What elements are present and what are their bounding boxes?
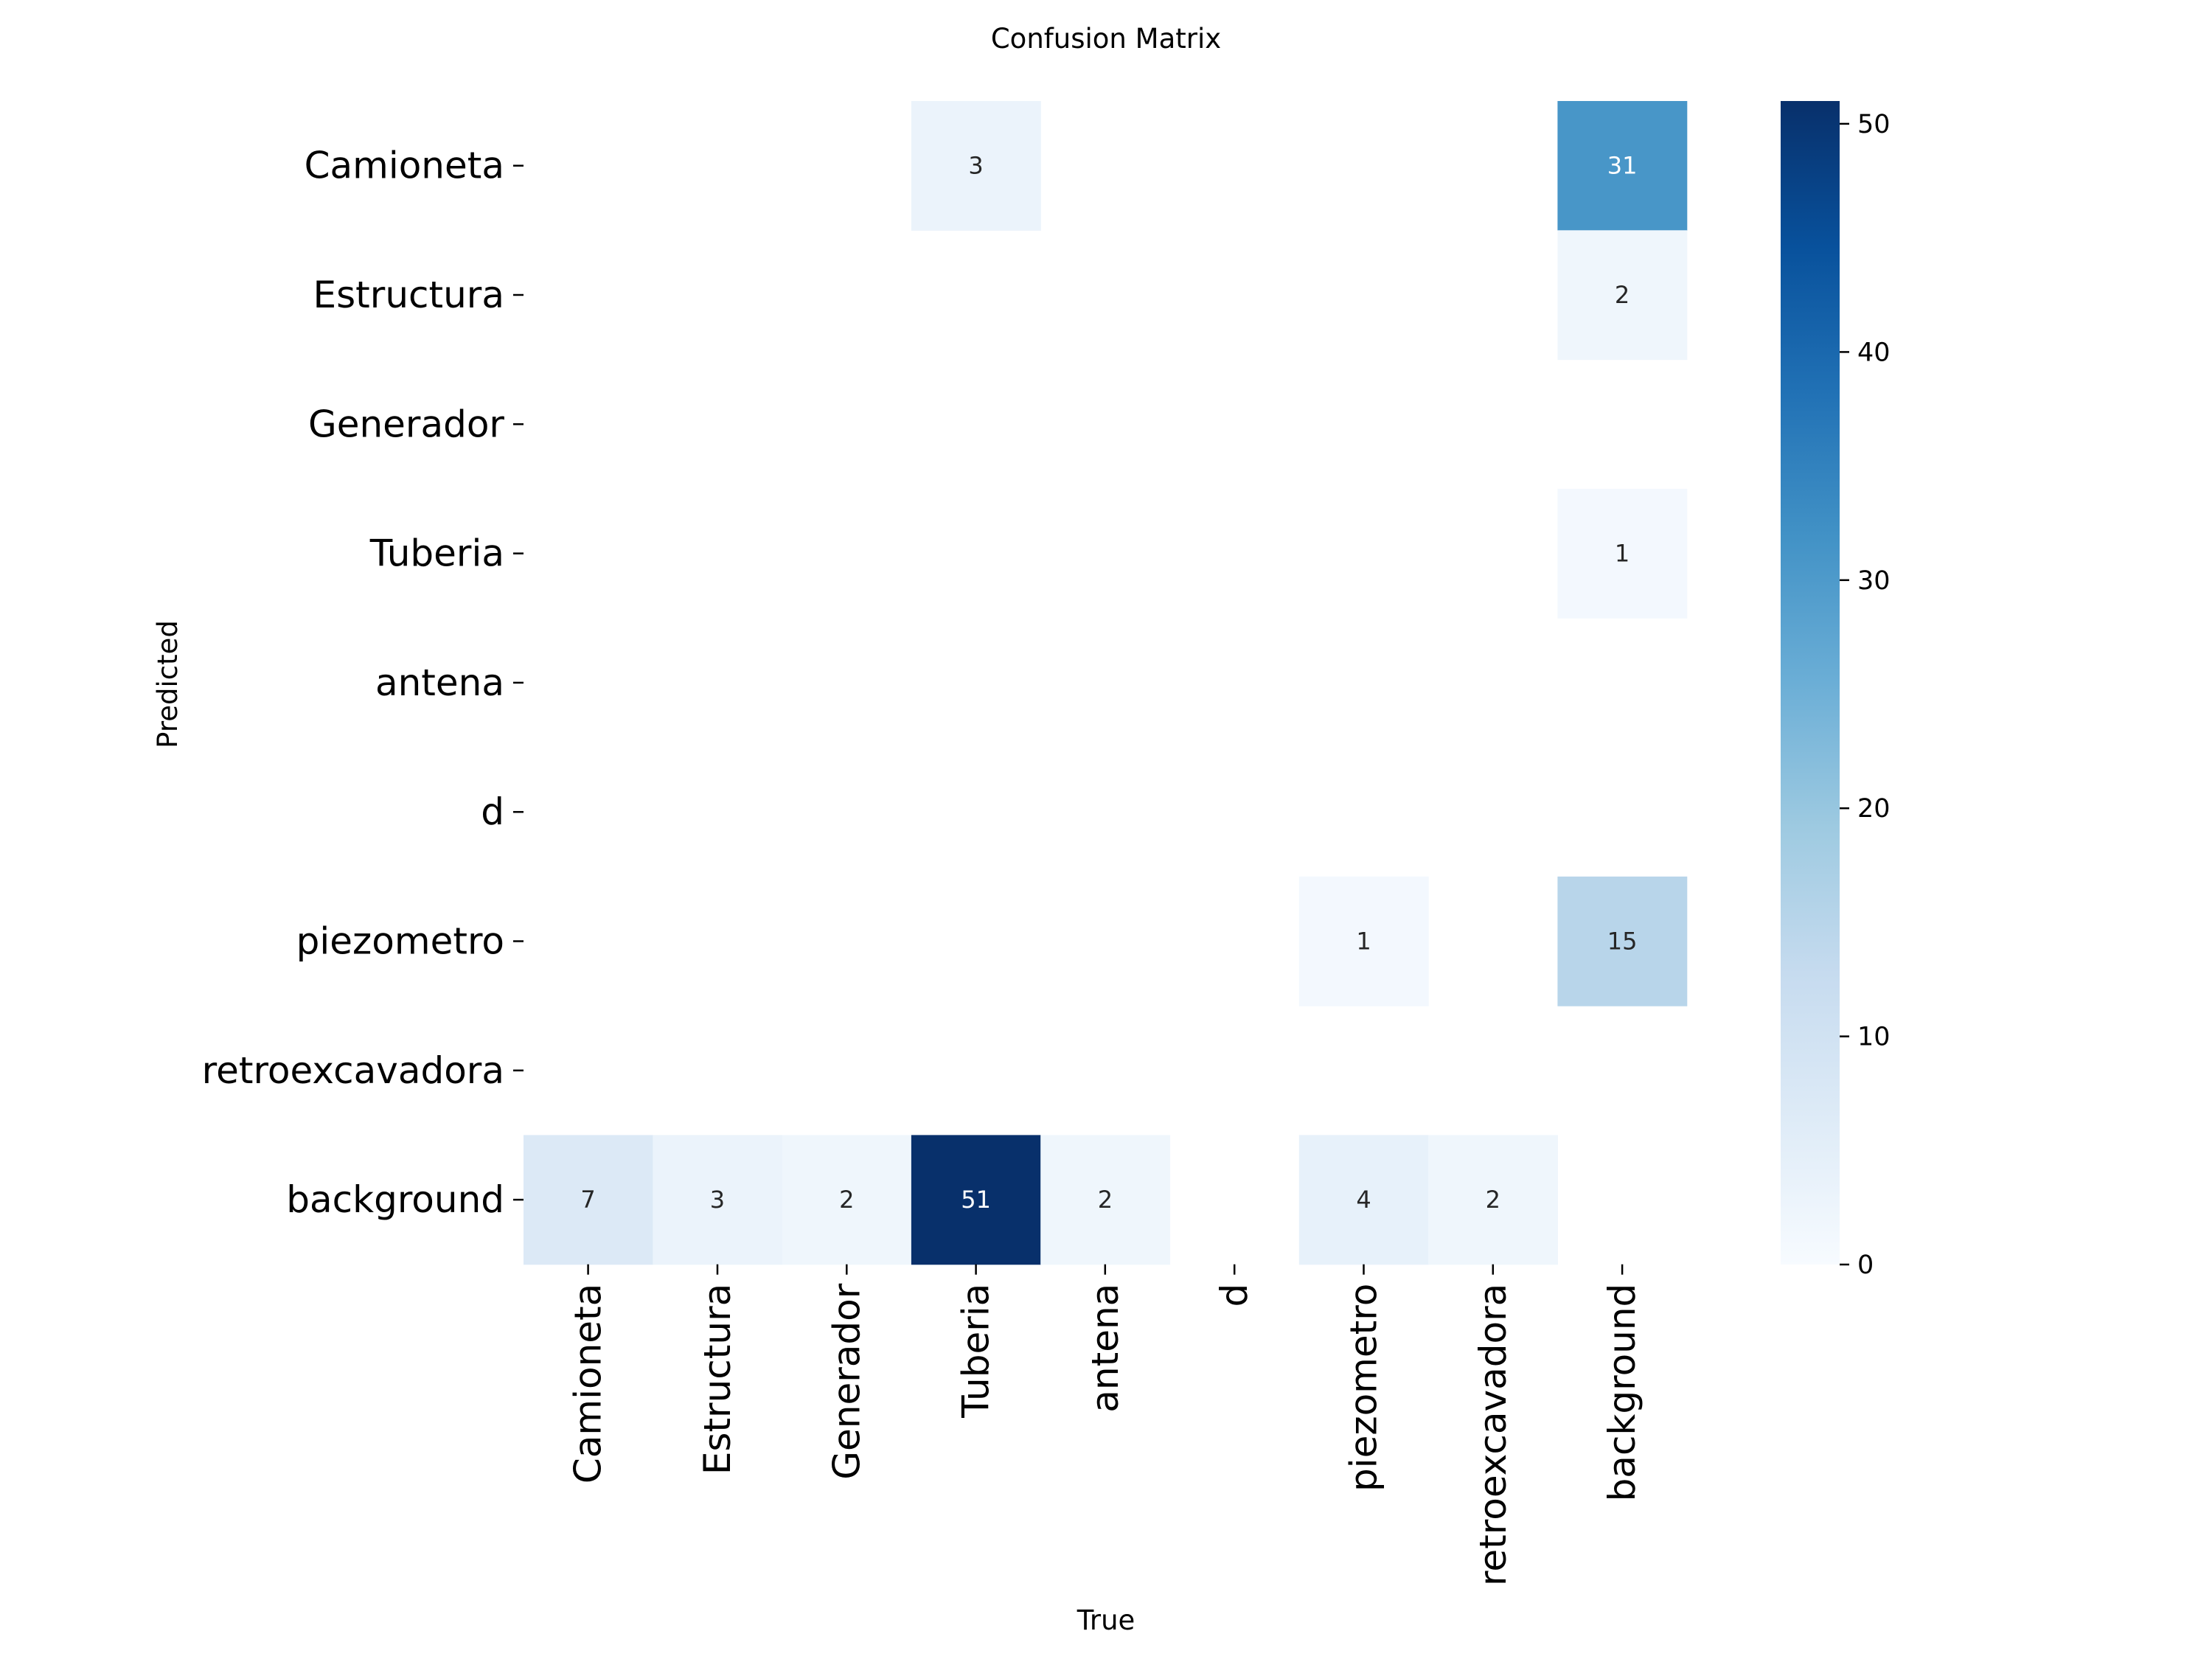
cell-labels: 3 31 2 1 1 15 7 3 2 51 2 4 2 bbox=[580, 152, 1637, 1214]
colorbar-tick-label: 10 bbox=[1857, 1023, 1891, 1052]
heatmap-cell bbox=[1040, 1135, 1171, 1265]
cell-value-label: 31 bbox=[1607, 152, 1638, 180]
x-tick-label: d bbox=[1213, 1284, 1256, 1307]
x-tick-label: retroexcavadora bbox=[1472, 1284, 1514, 1586]
y-tick-label: retroexcavadora bbox=[202, 1049, 504, 1092]
x-tick-label: Tuberia bbox=[955, 1284, 998, 1419]
chart-title: Confusion Matrix bbox=[991, 23, 1221, 55]
y-tick-label: background bbox=[286, 1178, 504, 1221]
x-tick-label: Camioneta bbox=[567, 1284, 610, 1484]
y-tick-label: Generador bbox=[308, 403, 504, 445]
x-axis-ticks: Camioneta Estructura Generador Tuberia anten… bbox=[567, 1264, 1644, 1586]
colorbar-tick-label: 30 bbox=[1857, 566, 1891, 596]
y-tick-label: piezometro bbox=[296, 920, 504, 963]
heatmap-cell bbox=[1428, 1135, 1558, 1265]
cell-value-label: 2 bbox=[1486, 1186, 1500, 1214]
y-axis-ticks: Camioneta Estructura Generador Tuberia anten… bbox=[202, 145, 524, 1221]
cell-value-label: 2 bbox=[1098, 1186, 1113, 1214]
x-tick-label: antena bbox=[1084, 1284, 1127, 1413]
y-tick-label: d bbox=[481, 790, 504, 833]
colorbar-ticks: 0 10 20 30 40 50 bbox=[1840, 110, 1891, 1280]
cell-value-label: 7 bbox=[580, 1186, 595, 1214]
cell-value-label: 15 bbox=[1607, 928, 1638, 956]
y-tick-label: Estructura bbox=[313, 274, 504, 316]
heatmap-cell bbox=[1557, 876, 1688, 1006]
cell-value-label: 1 bbox=[1356, 928, 1371, 956]
colorbar-tick-label: 20 bbox=[1857, 794, 1891, 824]
colorbar-tick-label: 0 bbox=[1857, 1251, 1874, 1280]
heatmap-cell bbox=[653, 1135, 783, 1265]
heatmap-cell bbox=[1557, 230, 1688, 361]
heatmap-cell bbox=[1298, 1135, 1429, 1265]
y-tick-label: Camioneta bbox=[305, 145, 504, 187]
heatmap-cell bbox=[1298, 876, 1429, 1006]
x-tick-label: piezometro bbox=[1343, 1284, 1385, 1492]
heatmap-cell bbox=[524, 1135, 653, 1265]
y-axis-title: Predicted bbox=[152, 620, 184, 748]
x-tick-label: Estructura bbox=[696, 1284, 739, 1475]
heatmap-cell bbox=[911, 1135, 1041, 1265]
heatmap-cell bbox=[1557, 101, 1688, 231]
heatmap-cell bbox=[911, 101, 1041, 231]
x-tick-label: Generador bbox=[825, 1283, 868, 1479]
cell-value-label: 4 bbox=[1356, 1186, 1371, 1214]
y-tick-label: antena bbox=[375, 661, 504, 704]
cell-value-label: 2 bbox=[839, 1186, 854, 1214]
cell-value-label: 1 bbox=[1615, 540, 1630, 568]
colorbar-tick-label: 50 bbox=[1857, 110, 1891, 139]
cell-value-label: 2 bbox=[1615, 281, 1630, 309]
cell-value-label: 3 bbox=[968, 152, 983, 180]
x-axis-title: True bbox=[1077, 1604, 1135, 1636]
heatmap-cells bbox=[524, 101, 1688, 1265]
cell-value-label: 3 bbox=[710, 1186, 725, 1214]
y-tick-label: Tuberia bbox=[369, 532, 504, 575]
cell-value-label: 51 bbox=[961, 1186, 991, 1214]
x-tick-label: background bbox=[1601, 1284, 1644, 1502]
heatmap-cell bbox=[782, 1135, 912, 1265]
colorbar bbox=[1781, 101, 1840, 1265]
colorbar-tick-label: 40 bbox=[1857, 338, 1891, 367]
heatmap-cell bbox=[1557, 488, 1688, 619]
